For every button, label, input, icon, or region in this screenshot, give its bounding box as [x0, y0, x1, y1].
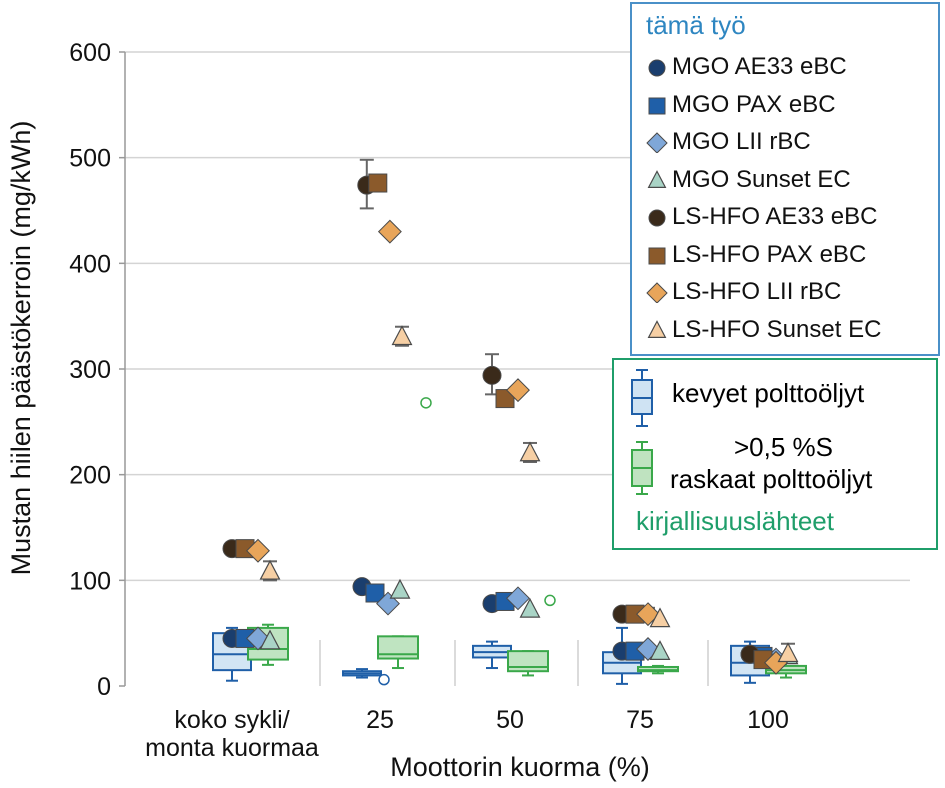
legend-item-label: MGO AE33 eBC — [672, 53, 847, 80]
legend-item: LS-HFO Sunset EC — [646, 313, 881, 347]
legend-item-label: MGO Sunset EC — [672, 165, 851, 193]
legend-item-label: LS-HFO AE33 eBC — [672, 203, 878, 230]
y-axis-title: Mustan hiilen päästökerroin (mg/kWh) — [6, 121, 36, 576]
legend-item: MGO PAX eBC — [646, 88, 836, 122]
x-tick-label: monta kuormaa — [145, 734, 319, 762]
legend-item: LS-HFO LII rBC — [646, 275, 841, 309]
legend-marker-square-icon — [648, 97, 666, 114]
legend-item-label: LS-HFO PAX eBC — [672, 240, 867, 268]
outlier-point — [544, 594, 556, 607]
box — [507, 650, 549, 673]
legend-marker-triangle-icon — [647, 169, 667, 188]
y-tick-label: 300 — [69, 356, 111, 384]
heavy-fuel-boxplot — [377, 397, 432, 670]
heavy-fuel-boxplot — [637, 664, 679, 675]
data-point — [365, 583, 385, 603]
data-point — [519, 441, 541, 462]
legend-item-label: MGO PAX eBC — [672, 90, 836, 118]
legend-this-work: tämä työ MGO AE33 eBC MGO PAX eBC MGO LII … — [630, 2, 940, 356]
legend-marker-circle-icon — [648, 209, 666, 227]
heavy-fuel-box-icon — [631, 441, 653, 495]
legend-marker — [646, 282, 668, 303]
y-tick-label: 600 — [69, 39, 111, 67]
legend-marker — [648, 247, 666, 264]
heavy-fuel-label-line1: >0,5 %S — [734, 432, 834, 462]
data-point — [777, 642, 799, 663]
data-point — [506, 378, 530, 403]
legend-item-label: MGO LII rBC — [672, 128, 811, 155]
legend-marker-triangle-icon — [647, 319, 667, 338]
legend-marker-circle-icon — [648, 59, 666, 77]
legend-marker — [648, 209, 666, 227]
y-tick-label: 0 — [97, 673, 111, 701]
data-point — [506, 586, 530, 611]
data-point — [391, 325, 413, 346]
series-ls-hfo-sunset-ec — [259, 325, 799, 663]
legend-marker — [647, 319, 667, 338]
y-axis: 0 100 200 300 400 500 600 — [69, 39, 126, 701]
legend-marker-diamond-icon — [646, 282, 668, 303]
legend-marker — [647, 169, 667, 188]
x-axis: koko sykli/monta kuormaa 25 50 75 100 — [145, 706, 789, 762]
legend-marker — [646, 132, 668, 153]
legend-marker-diamond-icon — [646, 132, 668, 153]
data-point — [259, 559, 281, 580]
data-point — [377, 219, 402, 244]
x-axis-title: Moottorin kuorma (%) — [390, 752, 650, 782]
data-point — [246, 538, 270, 563]
y-tick-label: 200 — [69, 462, 111, 490]
data-point — [649, 607, 671, 628]
legend-item: MGO LII rBC — [646, 125, 811, 159]
legend-marker-square-icon — [648, 247, 666, 264]
legend-item: MGO Sunset EC — [646, 163, 851, 197]
data-point — [368, 173, 388, 193]
light-fuel-box-icon — [631, 369, 653, 427]
data-markers — [222, 173, 799, 675]
outlier-point — [420, 397, 432, 409]
outlier-point — [378, 673, 390, 686]
light-fuel-boxplot — [472, 640, 512, 670]
legend-item-label: LS-HFO LII rBC — [672, 278, 842, 305]
data-point — [495, 389, 515, 409]
legend-marker — [648, 59, 666, 77]
data-point — [389, 578, 411, 599]
light-fuel-label: kevyet polttoöljyt — [672, 378, 865, 408]
box — [377, 635, 419, 660]
y-tick-label: 500 — [69, 145, 111, 173]
x-tick-label: 25 — [366, 706, 394, 734]
data-point — [482, 365, 502, 385]
data-point — [519, 597, 541, 618]
legend-item: MGO AE33 eBC — [646, 50, 847, 84]
y-tick-label: 100 — [69, 567, 111, 595]
legend-marker — [648, 97, 666, 114]
gridlines — [125, 51, 910, 582]
category-separators — [319, 640, 709, 686]
legend-item: LS-HFO PAX eBC — [646, 238, 866, 272]
heavy-fuel-boxplot — [507, 594, 556, 677]
legend-this-title: tämä työ — [646, 10, 746, 40]
x-tick-label: 75 — [626, 706, 654, 734]
heavy-fuel-label-line2: raskaat polttoöljyt — [670, 464, 873, 494]
light-fuel-boxplot — [342, 668, 390, 686]
y-tick-label: 400 — [69, 250, 111, 278]
x-tick-label: 50 — [496, 706, 524, 734]
data-point — [649, 640, 671, 660]
box — [637, 665, 679, 673]
legend-item: LS-HFO AE33 eBC — [646, 200, 877, 234]
legend-literature: kevyet polttoöljyt >0,5 %S raskaat poltt… — [612, 358, 938, 550]
x-tick-label: koko sykli/ — [174, 706, 289, 734]
x-tick-label: 100 — [747, 706, 789, 734]
data-point — [259, 629, 281, 650]
legend-literature-title: kirjallisuuslähteet — [636, 506, 834, 536]
legend-item-label: LS-HFO Sunset EC — [672, 315, 882, 343]
